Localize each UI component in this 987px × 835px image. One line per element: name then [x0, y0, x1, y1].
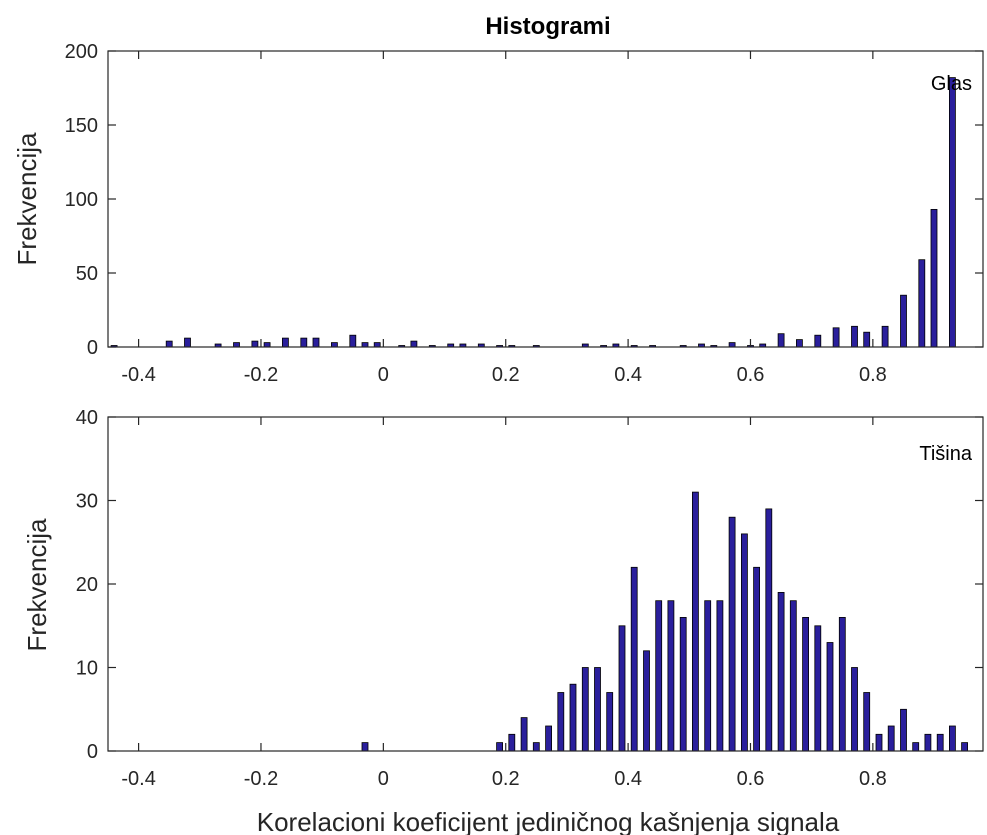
silence-x-tick-label: 0.4	[614, 768, 642, 790]
silence-bar	[532, 742, 540, 752]
voice-x-tick-label: 0.4	[614, 364, 642, 386]
silence-bar	[569, 683, 577, 752]
silence-bar	[900, 708, 907, 752]
voice-bar	[832, 327, 840, 348]
bottom-y-axis-label: Frekvencija	[22, 518, 52, 651]
silence-bar	[679, 617, 687, 752]
silence-bar	[936, 733, 944, 752]
silence-bar	[581, 667, 589, 752]
voice-bar	[410, 340, 418, 348]
silence-bar	[630, 566, 638, 752]
chart-title: Histogrami	[485, 13, 610, 40]
silence-bar	[863, 692, 871, 752]
silence-bar	[716, 600, 724, 752]
voice-x-tick-label: 0	[378, 364, 389, 386]
voice-x-tick-label: 0.6	[737, 364, 765, 386]
voice-bar	[233, 342, 240, 348]
voice-bar	[349, 334, 357, 348]
silence-bar	[508, 733, 516, 752]
silence-bar	[594, 667, 601, 752]
voice-bar	[777, 333, 785, 348]
silence-x-tick-label: -0.2	[244, 768, 278, 790]
silence-bar	[851, 667, 858, 752]
silence-x-tick-label: 0.2	[492, 768, 520, 790]
voice-bar	[851, 325, 858, 348]
voice-bar	[881, 325, 889, 348]
silence-bar	[802, 617, 809, 752]
silence-bar	[496, 742, 504, 752]
silence-bar	[961, 742, 968, 752]
voice-bar	[184, 337, 191, 348]
silence-bar	[814, 625, 822, 752]
silence-histogram-panel: -0.4 -0.2 0 0.2 0.4 0.6 0.8 0 10 20 30 40	[76, 407, 984, 790]
silence-bar	[557, 692, 565, 752]
silence-y-tick-label: 30	[76, 491, 98, 513]
voice-bar	[373, 342, 381, 348]
voice-bar	[796, 339, 803, 348]
silence-x-tick-label: 0	[378, 768, 389, 790]
voice-bar	[728, 342, 736, 348]
voice-x-tick-label: -0.4	[121, 364, 155, 386]
silence-bar	[924, 733, 932, 752]
voice-y-tick-label: 0	[87, 337, 98, 359]
voice-bar	[312, 337, 320, 348]
voice-bar	[281, 337, 289, 348]
silence-y-tick-label: 40	[76, 407, 98, 429]
silence-bar	[728, 516, 736, 752]
silence-bar	[643, 650, 650, 752]
silence-y-tick-label: 10	[76, 658, 98, 680]
voice-y-tick-label: 100	[65, 189, 98, 211]
silence-bar	[826, 642, 834, 752]
silence-bar	[606, 692, 614, 752]
silence-bar	[789, 600, 797, 752]
silence-bar	[618, 625, 626, 752]
silence-bar	[949, 725, 956, 752]
voice-x-tick-label: 0.8	[859, 364, 887, 386]
voice-bar	[165, 340, 173, 348]
voice-bar	[900, 294, 907, 348]
silence-y-tick-label: 0	[87, 741, 98, 763]
voice-histogram-panel: -0.4 -0.2 0 0.2 0.4 0.6 0.8 0 50 100 150 200	[65, 41, 984, 386]
top-y-axis-label: Frekvencija	[12, 132, 42, 265]
silence-bar	[912, 742, 920, 752]
silence-x-tick-label: 0.8	[859, 768, 887, 790]
silence-bar	[655, 600, 663, 752]
voice-y-tick-label: 150	[65, 115, 98, 137]
voice-bar	[330, 342, 338, 348]
silence-x-tick-label: 0.6	[737, 768, 765, 790]
silence-annotation: Tišina	[919, 443, 972, 465]
voice-x-tick-label: 0.2	[492, 364, 520, 386]
silence-bar	[753, 566, 760, 752]
voice-y-tick-label: 200	[65, 41, 98, 63]
voice-bar	[930, 208, 938, 348]
voice-x-tick-label: -0.2	[244, 364, 278, 386]
voice-bar	[814, 334, 822, 348]
silence-bar	[545, 725, 552, 752]
voice-bar	[251, 340, 259, 348]
silence-bar	[777, 592, 785, 752]
voice-bar	[300, 337, 308, 348]
voice-bar	[949, 77, 956, 348]
silence-bar	[692, 491, 699, 752]
silence-bar	[887, 725, 895, 752]
silence-bar	[704, 600, 712, 752]
silence-bar	[765, 508, 773, 752]
silence-bar	[361, 742, 369, 752]
voice-y-tick-label: 50	[76, 263, 98, 285]
silence-bar	[875, 733, 883, 752]
silence-bar	[741, 533, 748, 752]
voice-axes-box	[107, 50, 984, 348]
silence-bar	[520, 717, 528, 752]
voice-bar	[918, 259, 926, 348]
voice-bar	[263, 342, 271, 348]
silence-x-tick-label: -0.4	[121, 768, 155, 790]
x-axis-label: Korelacioni koeficijent jediničnog kašnj…	[257, 807, 840, 835]
silence-bar	[838, 617, 846, 752]
silence-y-tick-label: 20	[76, 574, 98, 596]
voice-annotation: Glas	[931, 73, 972, 95]
voice-bar	[361, 342, 369, 348]
silence-bar	[667, 600, 675, 752]
voice-bar	[863, 331, 871, 348]
